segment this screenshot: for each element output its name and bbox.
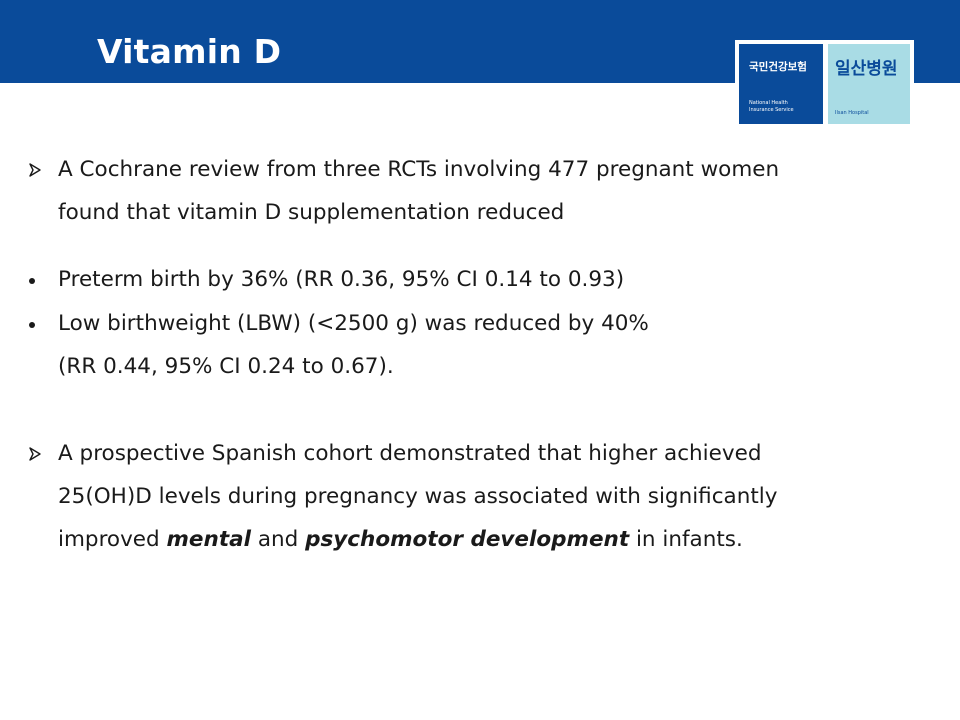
logo-org-english-line2: Insurance Service [749,107,794,113]
logo-org-english-line1: National Health [749,100,788,106]
emphasis-mental: mental [166,527,251,552]
bullet-preterm: Preterm birth by 36% (RR 0.36, 95% CI 0.… [58,267,625,292]
slide-title: Vitamin D [97,32,282,71]
block2-line3: improved mental and psychomotor developm… [58,527,743,553]
bullet-dot-icon [29,278,35,284]
logo-org-english: National Health Insurance Service [749,100,794,114]
block1-line1: A Cochrane review from three RCTs involv… [58,157,780,182]
logo-org-korean: 국민건강보험 [749,61,807,73]
bullet-dot-icon [29,322,35,328]
block2-line3-mid: and [250,527,306,552]
hospital-logo: 국민건강보험 National Health Insurance Service… [735,40,914,128]
block2-line3-suffix: in infants. [629,527,743,552]
bullet-lbw-line2: (RR 0.44, 95% CI 0.24 to 0.67). [58,354,394,379]
logo-hospital-korean: 일산병원 [835,59,898,79]
block2-line2: 25(OH)D levels during pregnancy was asso… [58,484,778,509]
arrow-bullet-icon [29,447,41,461]
logo-hospital-english: Ilsan Hospital [835,110,869,116]
emphasis-psychomotor-development: psychomotor development [305,527,630,552]
block2-line1: A prospective Spanish cohort demonstrate… [58,441,762,466]
bullet-lbw-line1: Low birthweight (LBW) (<2500 g) was redu… [58,311,649,336]
logo-nhis-panel: 국민건강보험 National Health Insurance Service [739,44,823,124]
arrow-bullet-icon [29,163,41,177]
block2-line3-prefix: improved [58,527,167,552]
block1-line2: found that vitamin D supplementation red… [58,200,565,225]
logo-ilsan-panel: 일산병원 Ilsan Hospital [828,44,910,124]
